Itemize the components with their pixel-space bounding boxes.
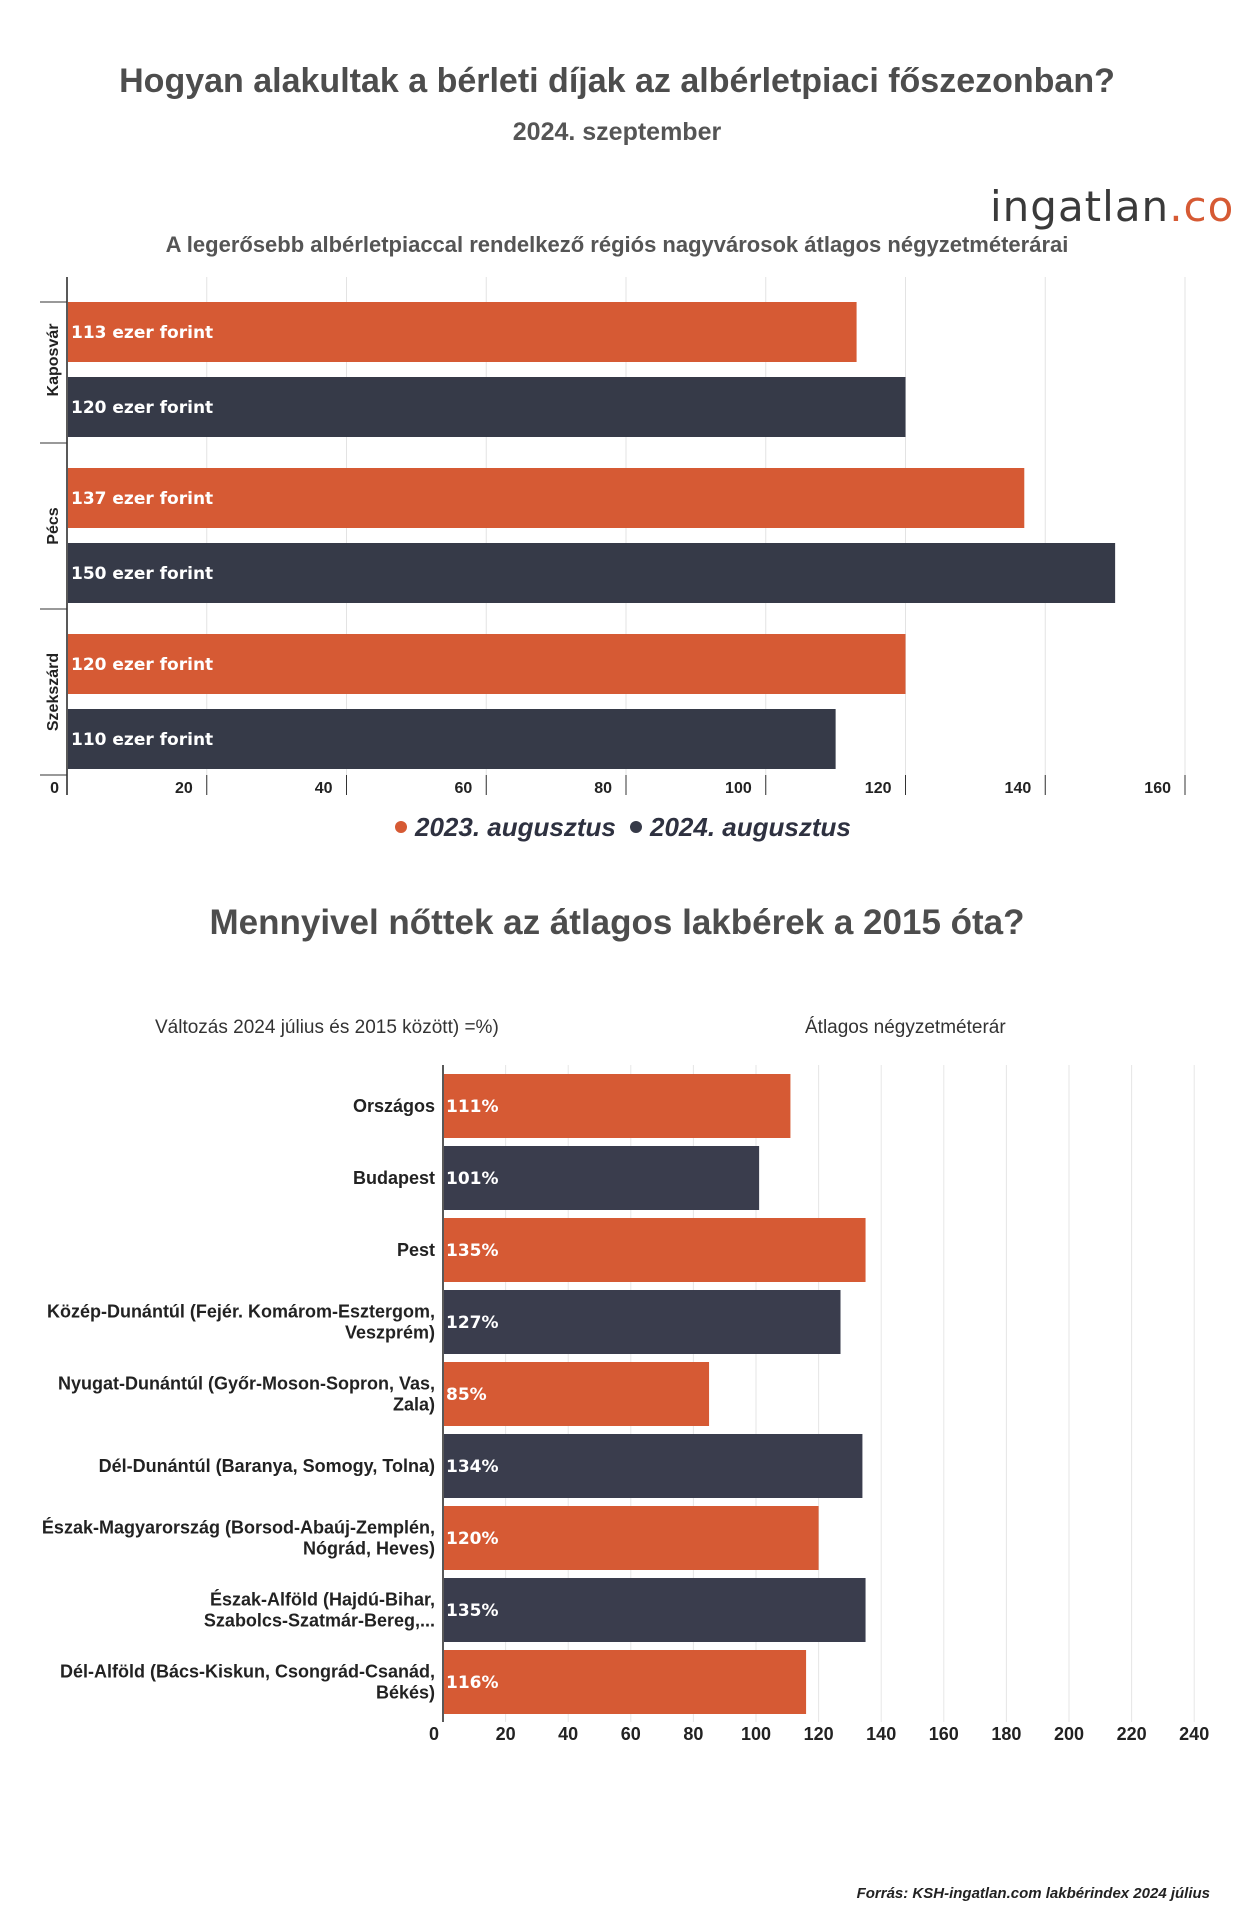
chart2-x-tick-label: 140 xyxy=(866,1724,896,1744)
chart1-x-tick-label: 40 xyxy=(315,780,333,797)
chart1-bar xyxy=(68,543,1116,603)
logo-name: ingatlan xyxy=(990,182,1170,231)
chart2-bar xyxy=(444,1506,819,1570)
chart2-bar xyxy=(444,1146,760,1210)
chart1-x-tick-label: 60 xyxy=(454,780,472,797)
chart2-x-tick-label: 240 xyxy=(1179,1724,1209,1744)
chart2-category-label: Zala) xyxy=(393,1395,435,1415)
chart1-legend-label: 2024. augusztus xyxy=(649,812,851,842)
chart2-category-label: Észak-Magyarország (Borsod-Abaúj-Zemplén… xyxy=(42,1517,435,1538)
chart2-category-label: Szabolcs-Szatmár-Bereg,... xyxy=(204,1611,435,1631)
chart2-bar-label: 127% xyxy=(446,1313,499,1333)
chart2-bar xyxy=(444,1650,807,1714)
chart2-bar xyxy=(444,1362,710,1426)
chart2-category-label: Békés) xyxy=(376,1683,435,1703)
chart2-bar xyxy=(444,1290,841,1354)
chart1-bar-label: 120 ezer forint xyxy=(71,655,213,675)
chart2-bar-label: 120% xyxy=(446,1529,499,1549)
chart2-category-label: Országos xyxy=(353,1096,435,1116)
chart2-category-label: Nyugat-Dunántúl (Győr-Moson-Sopron, Vas, xyxy=(58,1374,435,1394)
chart2-x-tick-label: 0 xyxy=(429,1724,439,1744)
chart2-category-label: Pest xyxy=(397,1240,435,1260)
chart2-category-label: Budapest xyxy=(353,1168,435,1188)
chart2-bar xyxy=(444,1074,791,1138)
chart1-category-label: Pécs xyxy=(45,507,62,544)
chart2-category-label: Közép-Dunántúl (Fejér. Komárom-Esztergom… xyxy=(47,1302,435,1322)
chart2-x-tick-label: 40 xyxy=(558,1724,578,1744)
chart2-x-tick-label: 20 xyxy=(496,1724,516,1744)
chart1-bar xyxy=(68,377,906,437)
chart2-x-tick-label: 80 xyxy=(683,1724,703,1744)
chart1-bar-label: 150 ezer forint xyxy=(71,564,213,584)
chart2-bar-label: 116% xyxy=(446,1673,499,1693)
chart1-bar xyxy=(68,468,1025,528)
chart1-x-tick-label: 80 xyxy=(594,780,612,797)
page-subtitle: 2024. szeptember xyxy=(512,118,722,146)
chart2-x-tick-label: 200 xyxy=(1054,1724,1084,1744)
chart1-x-tick-label: 140 xyxy=(1005,780,1032,797)
chart1-bar-label: 137 ezer forint xyxy=(71,489,213,509)
chart2-x-tick-label: 60 xyxy=(621,1724,641,1744)
chart1-x-tick-label: 160 xyxy=(1144,780,1171,797)
chart1-legend-marker xyxy=(395,821,407,833)
chart1-title: A legerősebb albérletpiaccal rendelkező … xyxy=(165,232,1069,257)
chart1-x-tick-label: 100 xyxy=(725,780,752,797)
chart2-x-tick-label: 120 xyxy=(804,1724,834,1744)
chart2-bar xyxy=(444,1578,866,1642)
chart1-bar xyxy=(68,302,857,362)
page-title: Hogyan alakultak a bérleti díjak az albé… xyxy=(119,62,1115,100)
chart2-category-label: Észak-Alföld (Hajdú-Bihar, xyxy=(210,1589,435,1610)
chart1-legend-label: 2023. augusztus xyxy=(414,812,616,842)
chart1-bar-label: 110 ezer forint xyxy=(71,730,213,750)
chart2-x-tick-label: 160 xyxy=(929,1724,959,1744)
chart2-category-label: Dél-Dunántúl (Baranya, Somogy, Tolna) xyxy=(99,1456,435,1476)
chart2-title: Mennyivel nőttek az átlagos lakbérek a 2… xyxy=(209,903,1025,942)
chart1-bar-label: 120 ezer forint xyxy=(71,398,213,418)
chart2-x-tick-label: 100 xyxy=(741,1724,771,1744)
chart2-category-label: Veszprém) xyxy=(345,1323,435,1343)
chart2-bar-label: 135% xyxy=(446,1241,499,1261)
chart2-bar xyxy=(444,1434,863,1498)
chart1-legend-marker xyxy=(630,821,642,833)
chart2-bar-label: 111% xyxy=(446,1097,499,1117)
chart2-category-label: Nógrád, Heves) xyxy=(303,1539,435,1559)
chart1-x-tick-label: 20 xyxy=(175,780,193,797)
chart2-price-header: Átlagos négyzetméterár xyxy=(805,1017,1006,1038)
chart1-bar xyxy=(68,634,906,694)
chart2-x-tick-label: 180 xyxy=(991,1724,1021,1744)
chart1-bar-label: 113 ezer forint xyxy=(71,323,213,343)
chart1-x-tick-label: 120 xyxy=(865,780,892,797)
chart1-x-tick-label: 0 xyxy=(50,780,59,797)
brand-logo: ingatlan.com xyxy=(990,182,1234,231)
chart2-bar xyxy=(444,1218,866,1282)
chart1-bar xyxy=(68,709,836,769)
chart1-category-label: Szekszárd xyxy=(45,653,62,731)
chart2-bar-label: 134% xyxy=(446,1457,499,1477)
chart2-category-label: Dél-Alföld (Bács-Kiskun, Csongrád-Csanád… xyxy=(60,1662,435,1682)
chart2-bar-label: 85% xyxy=(446,1385,487,1405)
chart2-x-tick-label: 220 xyxy=(1117,1724,1147,1744)
logo-tld: .com xyxy=(1169,182,1234,231)
chart2-bar-label: 135% xyxy=(446,1601,499,1621)
chart1-category-label: Kaposvár xyxy=(45,324,62,397)
chart2-change-header: Változás 2024 július és 2015 között) =%) xyxy=(155,1017,499,1038)
source-footer: Forrás: KSH-ingatlan.com lakbérindex 202… xyxy=(856,1885,1210,1902)
chart2-bar-label: 101% xyxy=(446,1169,499,1189)
